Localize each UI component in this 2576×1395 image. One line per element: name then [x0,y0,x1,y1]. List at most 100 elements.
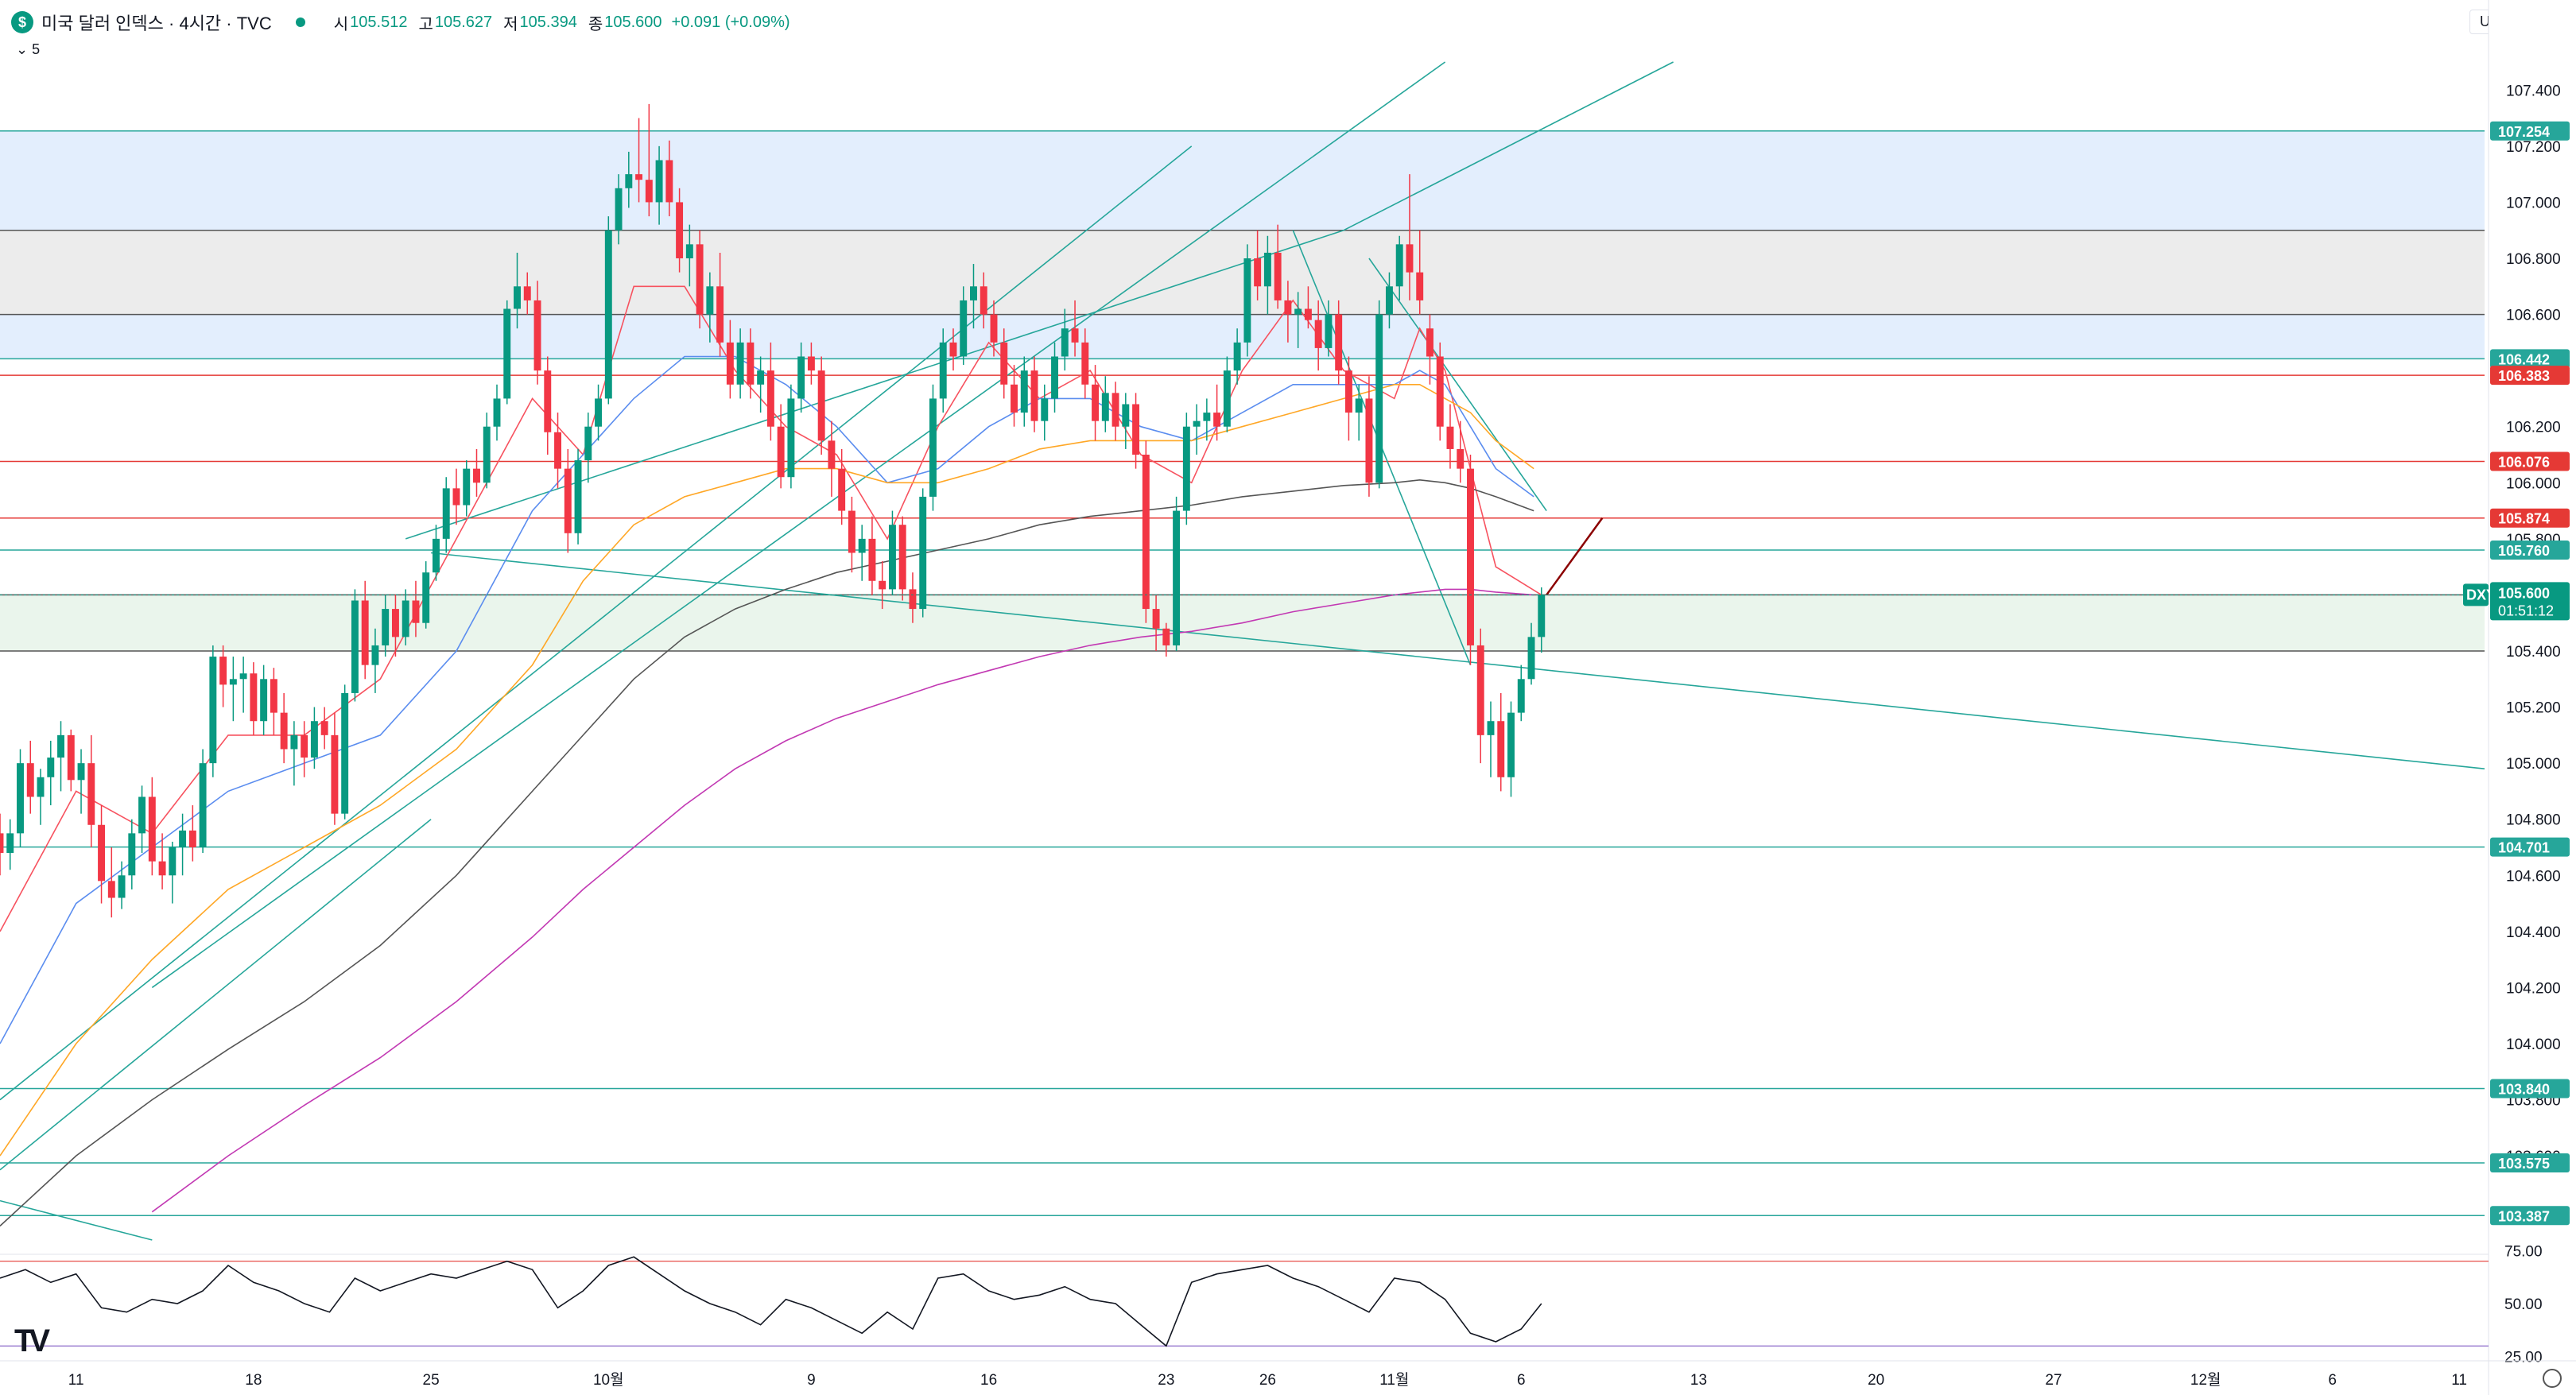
indicator-toggle-button[interactable]: ⌄ 5 [16,41,41,57]
candle-body [1213,413,1221,427]
candle-body [199,763,207,847]
candle-body [118,875,126,898]
candle-body [1385,286,1393,315]
candle-body [929,398,937,497]
price-tick-label: 107.400 [2506,83,2561,99]
candle-body [1416,272,1424,300]
candle-body [1487,721,1495,735]
candle-body [310,721,318,758]
candle-body [57,734,64,758]
candle-body [706,286,714,315]
level-badge [2490,837,2570,857]
high-value: 105.627 [434,13,493,31]
level-badge [2490,1153,2570,1172]
settings-icon[interactable] [2543,1369,2562,1388]
candle-body [645,180,653,203]
trendline[interactable] [1343,61,1674,231]
candle-body [412,600,420,623]
candle-body [635,174,643,180]
candle-body [1344,370,1352,413]
trendline[interactable] [1368,258,1547,512]
candle-body [1538,595,1546,637]
trendline[interactable] [151,61,1446,989]
candle-body [949,342,957,357]
candle-body [533,300,541,371]
level-badge [2490,451,2570,471]
symbol-title[interactable]: 미국 달러 인덱스 · 4시간 · TVC [41,14,272,33]
candle-body [138,796,146,834]
candle-body [1132,404,1140,455]
trendline[interactable] [431,552,2485,769]
candle-body [868,538,876,581]
trendline[interactable] [405,229,1344,540]
candle-body [757,370,765,385]
time-tick-label: 18 [245,1372,262,1389]
candle-body [564,468,572,533]
candle-body [1263,252,1271,287]
candle-body [1092,384,1100,421]
low-label: 저 [503,15,518,33]
level-badge [2490,366,2570,386]
candle-body [67,734,75,781]
time-tick-label: 9 [807,1372,816,1389]
candle-body [169,847,177,876]
moving-average-line [0,479,1534,1226]
candle-body [1325,314,1333,348]
symbol-legend[interactable]: $ 미국 달러 인덱스 · 4시간 · TVC 시 105.512 고 105.… [11,10,790,35]
candle-body [990,314,998,343]
candle-body [0,833,4,854]
candle-body [1162,628,1170,645]
close-value: 105.600 [604,13,662,31]
candle-body [331,734,339,814]
candle-body [1142,455,1150,610]
price-tick-label: 104.600 [2506,868,2561,885]
candle-body [239,673,247,680]
trendline[interactable] [0,1199,153,1241]
rsi-tick-label: 75.00 [2504,1243,2543,1260]
candle-body [452,488,460,506]
symbol-badge-label: DXY [2466,587,2496,603]
low-value: 105.394 [519,13,577,31]
price-tick-label: 106.600 [2506,308,2561,324]
time-tick-label: 10월 [593,1371,624,1389]
candle-body [1355,398,1363,413]
level-badge-label: 104.701 [2498,840,2550,856]
trendline[interactable] [0,145,1193,1101]
candle-body [777,426,785,478]
level-badge [2490,508,2570,528]
candle-body [817,370,825,441]
candle-body [473,468,480,483]
candle-body [493,398,501,427]
candle-body [696,244,704,315]
moving-average-line [0,355,1534,1044]
candle-body [595,398,603,427]
candle-body [1446,426,1454,449]
candle-body [554,432,561,469]
candle-body [787,398,795,478]
candle-body [361,600,369,665]
candle-body [909,589,917,610]
price-tick-label: 107.000 [2506,195,2561,211]
candle-body [665,160,673,203]
trendline[interactable] [0,819,432,1171]
projection-line[interactable] [1546,517,1604,596]
candle-body [1000,342,1008,385]
candle-body [1051,356,1058,399]
candle-body [503,308,511,399]
candle-body [625,174,633,188]
candle-body [1284,300,1292,315]
candle-body [351,600,359,693]
candle-body [219,657,227,685]
candle-body [1335,314,1343,371]
time-tick-label: 6 [2328,1372,2337,1389]
candle-body [1061,328,1069,357]
time-tick-label: 16 [980,1372,997,1389]
candle-body [77,763,85,781]
candle-body [1436,356,1444,427]
candle-body [98,824,106,882]
open-value: 105.512 [350,13,408,31]
candle-body [879,580,886,590]
candle-body [1314,320,1322,348]
level-badge-label: 103.575 [2498,1156,2550,1172]
